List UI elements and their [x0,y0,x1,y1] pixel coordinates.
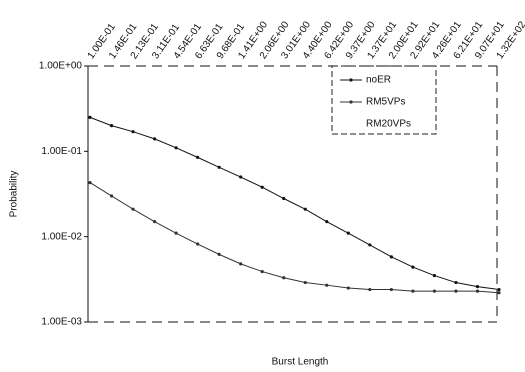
x-axis-title: Burst Length [272,357,329,368]
point [497,291,501,295]
point [260,185,264,189]
point [174,231,178,235]
legend-marker [349,78,353,82]
point [475,284,480,289]
y-tick-label: 1.00E+00 [39,61,83,72]
legend-marker [349,100,353,104]
point [174,146,178,150]
point [196,242,200,246]
series-line [89,182,500,294]
y-axis-title: Probability [9,171,20,218]
point [325,220,329,224]
point [152,220,157,224]
point [432,273,437,278]
point [303,207,307,211]
point [497,287,501,292]
point [454,289,458,293]
point [152,137,157,141]
point [217,165,221,169]
legend-label: RM5VPs [366,97,405,108]
series-line [89,116,500,291]
point [325,283,329,287]
point [239,175,243,179]
y-tick-label: 1.00E-01 [41,146,82,157]
point [346,286,350,290]
point [109,124,114,128]
y-tick-label: 1.00E-03 [41,317,82,328]
point [389,255,393,259]
point [282,196,286,201]
point [260,269,264,274]
legend-label: RM20VPs [366,119,411,130]
point [454,280,458,285]
point [411,265,415,269]
point [196,155,200,159]
point [368,287,372,292]
point [303,280,307,285]
y-tick-label: 1.00E-02 [41,231,82,242]
point [131,207,135,211]
legend-label: noER [366,75,391,86]
point [432,289,437,293]
legend-box [331,65,437,135]
point [389,287,393,292]
point [411,289,415,293]
point [88,115,92,119]
point [88,181,92,185]
point [282,276,286,280]
point [131,130,135,134]
point [217,252,221,256]
point [109,194,114,198]
point [346,231,350,235]
point [368,243,372,247]
point [475,289,480,293]
point [239,262,243,266]
